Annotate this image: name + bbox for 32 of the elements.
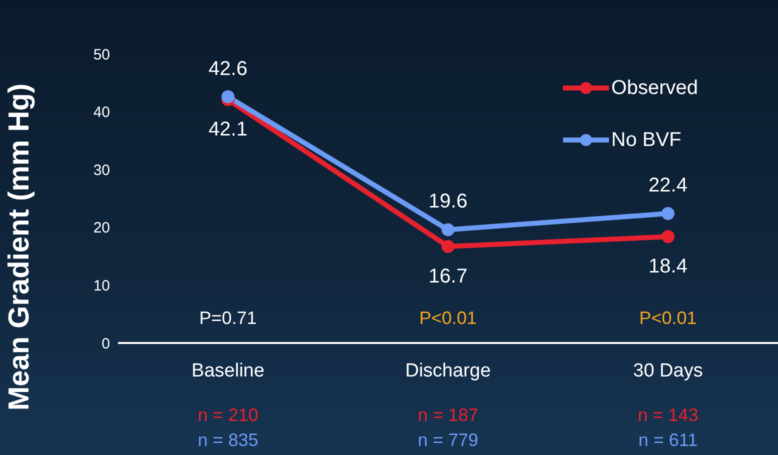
legend-label: No BVF [611,128,682,152]
text: n = 779 [416,430,480,451]
y-tick-label: 10 [93,278,110,295]
data-label: 42.1 [208,118,248,141]
y-tick-label: 40 [93,104,110,122]
y-tick-label: 30 [93,162,110,179]
x-tick-label: 30 Days [633,360,703,382]
text: n = 187 [416,405,480,426]
annotation: P<0.01 [418,308,478,329]
text: n = 835 [196,430,260,451]
y-axis-title: Mean Gradient (mm Hg) [3,83,36,410]
y-tick-label: 50 [93,46,110,64]
text: n = 611 [637,430,699,451]
data-label: 18.4 [648,256,688,278]
y-tick-label: 20 [93,220,110,237]
annotation: P<0.01 [638,308,698,329]
text: n = 143 [636,405,700,426]
annotation: P=0.71 [198,308,258,329]
text: n = 210 [196,405,260,426]
data-label: 16.7 [428,265,468,288]
x-tick-label: Discharge [405,360,491,382]
x-tick-label: Baseline [192,360,264,382]
y-tick-label: 0 [102,335,110,352]
point [222,90,234,104]
point [662,207,674,220]
data-label: 22.4 [648,174,688,197]
point [662,230,674,244]
data-label: 19.6 [428,190,468,213]
data-label: 42.6 [208,58,248,80]
point [442,223,454,236]
legend-label: Observed [611,76,698,100]
point [442,240,454,253]
